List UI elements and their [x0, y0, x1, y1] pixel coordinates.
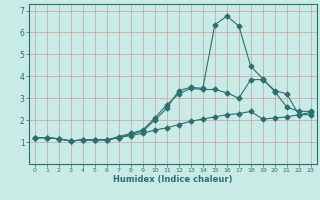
- X-axis label: Humidex (Indice chaleur): Humidex (Indice chaleur): [113, 175, 233, 184]
